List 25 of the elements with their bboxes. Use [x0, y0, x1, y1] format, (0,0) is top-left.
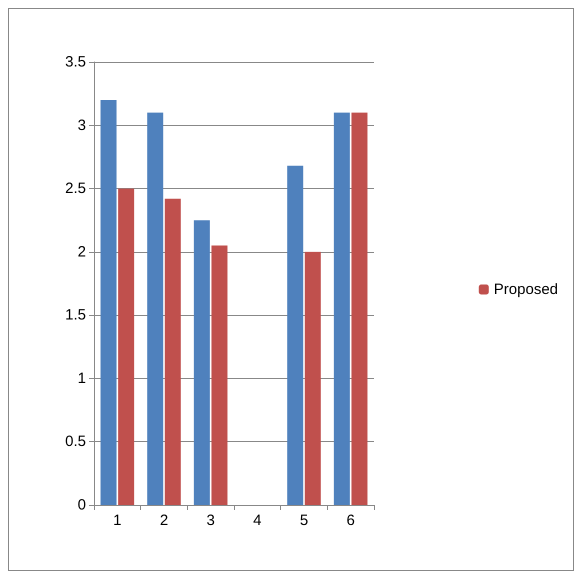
bar [100, 100, 117, 505]
x-tick-label: 2 [160, 512, 168, 529]
bar [194, 220, 210, 505]
bar [147, 112, 164, 505]
bar [118, 188, 134, 505]
y-tick-label: 3.5 [65, 54, 86, 70]
y-tick-label: 0 [78, 496, 86, 514]
bar [334, 112, 350, 505]
bar [211, 246, 228, 505]
bar [164, 198, 181, 505]
x-tick-label: 4 [253, 512, 262, 529]
x-tick-label: 5 [300, 512, 308, 529]
y-tick-label: 1.5 [65, 306, 86, 324]
x-tick-label: 1 [113, 512, 122, 529]
y-tick-label: 2.5 [65, 180, 86, 198]
y-tick-label: 1 [78, 370, 86, 387]
y-tick-label: 3 [78, 116, 86, 134]
x-tick-label: 3 [206, 512, 215, 529]
bar [287, 166, 304, 505]
y-tick-label: 0.5 [65, 433, 86, 450]
x-tick-label: 6 [346, 512, 355, 529]
y-tick-label: 2 [78, 243, 86, 260]
legend-label: Proposed [494, 281, 558, 298]
bar [304, 252, 321, 505]
bar [351, 112, 368, 505]
